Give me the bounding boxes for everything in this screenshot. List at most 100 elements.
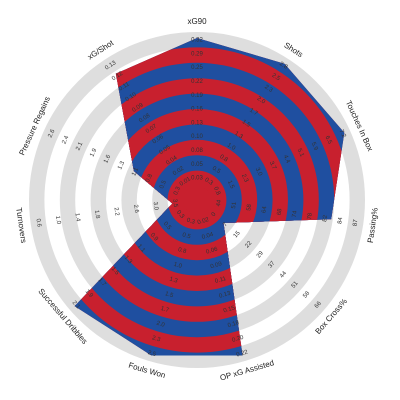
tick-label: 0.18 bbox=[227, 320, 241, 329]
tick-label: 1.7 bbox=[248, 108, 259, 118]
tick-label: 1.5 bbox=[226, 180, 235, 191]
tick-label: 0.11 bbox=[118, 81, 131, 92]
tick-label: 2.4 bbox=[61, 135, 70, 146]
axis-label: Turnovers bbox=[14, 207, 28, 244]
tick-label: 1.9 bbox=[84, 289, 94, 300]
tick-label: 0.25 bbox=[191, 65, 203, 71]
tick-label: 51 bbox=[231, 201, 238, 209]
tick-label: 44 bbox=[279, 270, 288, 279]
tick-label: 0.8 bbox=[145, 173, 154, 184]
tick-label: 0 bbox=[211, 211, 218, 218]
tick-label: 0.06 bbox=[206, 246, 220, 255]
tick-label: 5.1 bbox=[296, 148, 305, 159]
tick-label: 2.2 bbox=[113, 207, 120, 217]
tick-label: 82 bbox=[322, 214, 329, 222]
tick-label: 0.10 bbox=[191, 134, 203, 140]
tick-label: 0.22 bbox=[236, 349, 250, 358]
tick-label: 1.4 bbox=[74, 213, 81, 223]
tick-label: 0.10 bbox=[125, 92, 139, 104]
tick-label: 0.13 bbox=[104, 60, 118, 72]
tick-label: 0.3 bbox=[203, 177, 214, 187]
tick-label: 1.0 bbox=[54, 215, 61, 225]
tick-label: 2.3 bbox=[151, 335, 161, 343]
tick-label: 0.01 bbox=[179, 176, 193, 188]
tick-label: 0.03 bbox=[191, 176, 203, 182]
tick-label: 0.6 bbox=[34, 218, 41, 228]
tick-label: 1.7 bbox=[97, 277, 107, 288]
tick-label: 0.3 bbox=[186, 218, 196, 226]
tick-label: 0.15 bbox=[223, 305, 237, 314]
tick-label: 0.02 bbox=[172, 165, 186, 177]
tick-label: 0.3 bbox=[173, 185, 182, 196]
tick-label: 0.3 bbox=[175, 210, 185, 221]
tick-label: 0.04 bbox=[201, 232, 215, 241]
tick-label: 0.13 bbox=[191, 120, 203, 126]
tick-label: 2.8 bbox=[278, 61, 289, 71]
tick-label: 15 bbox=[233, 230, 242, 239]
tick-label: 1.5 bbox=[110, 266, 120, 277]
tick-label: 2.3 bbox=[263, 84, 274, 94]
tick-label: 1.6 bbox=[103, 154, 112, 165]
tick-label: 0.04 bbox=[165, 155, 179, 167]
tick-label: 2.0 bbox=[156, 321, 166, 329]
tick-label: 0.06 bbox=[152, 134, 166, 146]
data-core bbox=[183, 186, 211, 214]
tick-label: 0.8 bbox=[218, 154, 229, 164]
tick-label: 3.0 bbox=[254, 167, 263, 178]
tick-label: 1.0 bbox=[173, 262, 183, 270]
tick-label: 1.7 bbox=[160, 306, 170, 314]
tick-label: 1.9 bbox=[89, 147, 98, 158]
tick-label: 1.1 bbox=[136, 244, 146, 255]
tick-label: 7 bbox=[222, 221, 229, 228]
tick-label: 0.5 bbox=[211, 166, 222, 176]
tick-labels: 0.03 0.05 0.08 0.10 0.13 0.16 0.19 0.22 0.25 0.29… bbox=[34, 38, 359, 359]
tick-label: 0.05 bbox=[159, 144, 173, 156]
tick-label: 29 bbox=[256, 250, 265, 259]
tick-label: 2.5 bbox=[271, 73, 282, 83]
tick-label: 0.02 bbox=[197, 217, 211, 226]
tick-label: 0.5 bbox=[159, 179, 168, 190]
tick-label: 0.29 bbox=[191, 51, 203, 57]
tick-label: 2.5 bbox=[147, 350, 157, 358]
tick-label: 0.05 bbox=[191, 162, 203, 168]
tick-label: 58 bbox=[302, 290, 311, 299]
tick-label: 1.3 bbox=[117, 160, 126, 171]
tick-label: 2.6 bbox=[48, 128, 57, 139]
tick-label: 0.09 bbox=[131, 102, 145, 114]
tick-label: 0.16 bbox=[191, 107, 203, 113]
tick-label: 3.7 bbox=[268, 161, 277, 172]
tick-label: 3.5 bbox=[171, 199, 178, 209]
tick-label: 74 bbox=[292, 210, 299, 218]
tick-label: 3.0 bbox=[152, 201, 159, 211]
tick-label: 1.5 bbox=[241, 119, 252, 129]
tick-label: 44 bbox=[216, 199, 223, 207]
tick-label: 1.3 bbox=[169, 276, 179, 284]
tick-label: 1.3 bbox=[123, 255, 133, 266]
tick-label: 0.07 bbox=[145, 123, 159, 135]
tick-label: 1.0 bbox=[226, 142, 237, 152]
tick-label: 6.5 bbox=[324, 135, 333, 146]
tick-label: 58 bbox=[246, 203, 253, 211]
tick-label: 0.22 bbox=[191, 79, 203, 85]
tick-label: 1.8 bbox=[93, 210, 100, 220]
tick-label: 0.32 bbox=[191, 38, 203, 44]
axis-label: xG90 bbox=[187, 17, 207, 26]
tick-label: 4.4 bbox=[282, 154, 291, 165]
tick-label: 0.08 bbox=[191, 148, 203, 154]
tick-label: 5.9 bbox=[310, 141, 319, 152]
tick-label: 37 bbox=[268, 260, 277, 269]
tick-label: 2.3 bbox=[240, 173, 249, 184]
tick-label: 1.5 bbox=[164, 291, 174, 299]
tick-label: 68 bbox=[277, 208, 284, 216]
tick-label: 0.20 bbox=[231, 335, 245, 344]
tick-label: 0.09 bbox=[210, 261, 224, 270]
tick-label: 51 bbox=[291, 280, 300, 289]
tick-label: 84 bbox=[337, 216, 344, 224]
tick-label: 0.19 bbox=[191, 93, 203, 99]
tick-label: 7.2 bbox=[338, 129, 347, 140]
tick-label: 0.8 bbox=[212, 186, 221, 197]
tick-label: 0.12 bbox=[111, 70, 125, 82]
tick-label: 2.0 bbox=[256, 96, 267, 106]
tick-label: 0.8 bbox=[177, 247, 187, 255]
